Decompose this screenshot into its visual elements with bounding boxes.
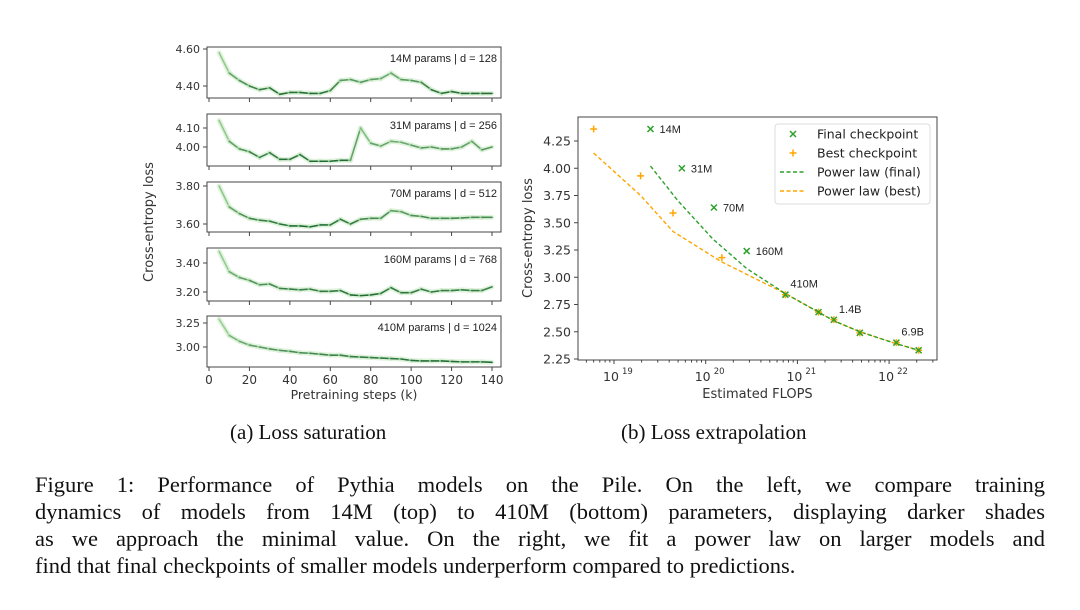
final-checkpoint-marker <box>789 130 797 138</box>
y-tick-label: 3.50 <box>543 215 571 230</box>
final-checkpoint-marker <box>646 125 655 133</box>
y-tick-label: 3.20 <box>176 286 201 299</box>
legend-label: Final checkpoint <box>817 127 918 142</box>
panel-label: 31M params | d = 256 <box>390 120 497 132</box>
x-axis-label: Estimated FLOPS <box>702 387 812 402</box>
series-segment <box>349 127 362 162</box>
series-segment <box>218 318 231 337</box>
power-law-line <box>593 152 919 351</box>
legend-label: Power law (final) <box>817 165 921 180</box>
y-tick-label: 4.60 <box>176 43 201 56</box>
point-label: 14M <box>659 124 680 136</box>
final-checkpoint-marker <box>815 308 823 316</box>
panel-frame <box>206 247 502 302</box>
x-tick-label: 120 <box>440 373 463 387</box>
x-tick-label: 10 <box>695 369 711 384</box>
final-checkpoint-marker <box>781 291 789 299</box>
series-segment <box>359 127 372 144</box>
y-axis-label: Cross-entropy loss <box>521 178 536 298</box>
legend-box <box>774 123 931 205</box>
y-tick-label: 2.25 <box>543 352 571 367</box>
caption-line: dynamics of models from 14M (top) to 410… <box>35 499 1045 524</box>
legend-label: Power law (best) <box>817 184 921 199</box>
plot-frame <box>577 116 938 361</box>
x-tick-label: 0 <box>205 373 213 387</box>
x-tick-exponent: 19 <box>622 367 633 377</box>
y-tick-label: 3.25 <box>176 317 201 330</box>
y-tick-label: 4.00 <box>543 161 571 176</box>
point-label: 70M <box>723 202 744 214</box>
series-segment <box>218 119 231 143</box>
final-checkpoint-marker <box>915 346 923 354</box>
final-checkpoint-marker <box>678 164 686 172</box>
x-tick-label: 140 <box>481 373 504 387</box>
best-checkpoint-marker <box>669 209 677 217</box>
panel-frame <box>206 315 502 368</box>
subcaption-b: (b) Loss extrapolation <box>621 420 807 444</box>
caption-line: as we approach the minimal value. On the… <box>35 526 1045 551</box>
series-segment <box>481 146 493 151</box>
y-tick-label: 3.25 <box>543 243 571 258</box>
panel-frame <box>206 46 502 99</box>
x-tick-label: 10 <box>878 369 894 384</box>
point-label: 6.9B <box>901 327 924 339</box>
y-tick-label: 4.40 <box>176 80 201 93</box>
point-label: 31M <box>691 163 712 175</box>
panel-label: 70M params | d = 512 <box>390 188 497 200</box>
point-label: 160M <box>756 246 784 258</box>
x-tick-exponent: 22 <box>897 367 908 377</box>
best-checkpoint-marker <box>718 254 726 262</box>
x-tick-label: 20 <box>242 373 257 387</box>
y-tick-label: 3.80 <box>176 180 201 193</box>
y-tick-label: 2.50 <box>543 324 571 339</box>
y-tick-label: 2.75 <box>543 297 571 312</box>
caption-line: Figure 1: Performance of Pythia models o… <box>35 472 1045 497</box>
series-segment <box>218 250 231 273</box>
x-tick-label: 100 <box>400 373 423 387</box>
final-checkpoint-marker <box>856 329 864 337</box>
y-axis-label: Cross-entropy loss <box>142 162 157 282</box>
best-checkpoint-marker <box>637 172 645 180</box>
y-tick-label: 3.75 <box>543 188 571 203</box>
final-checkpoint-marker <box>892 339 900 347</box>
legend-label: Best checkpoint <box>817 146 917 161</box>
best-checkpoint-marker <box>590 125 598 133</box>
x-tick-exponent: 20 <box>714 367 725 377</box>
y-tick-label: 4.00 <box>176 141 201 154</box>
x-tick-label: 10 <box>786 369 802 384</box>
panel-label: 14M params | d = 128 <box>390 53 497 65</box>
series-segment <box>218 51 231 74</box>
y-tick-label: 3.60 <box>176 218 201 231</box>
x-tick-label: 40 <box>282 373 297 387</box>
panel-label: 410M params | d = 1024 <box>378 322 497 334</box>
y-tick-label: 4.25 <box>543 134 571 149</box>
final-checkpoint-marker <box>743 247 751 255</box>
best-checkpoint-marker <box>789 149 797 157</box>
figure-caption: Figure 1: Performance of Pythia models o… <box>35 471 1045 579</box>
x-tick-label: 80 <box>363 373 378 387</box>
x-tick-exponent: 21 <box>805 367 816 377</box>
panel-frame <box>206 181 502 233</box>
subcaption-a: (a) Loss saturation <box>230 420 387 444</box>
final-checkpoint-marker <box>710 203 718 212</box>
y-tick-label: 3.40 <box>176 257 201 270</box>
series-segment <box>218 185 231 208</box>
x-tick-label: 10 <box>603 369 619 384</box>
point-label: 1.4B <box>839 304 862 316</box>
y-tick-label: 3.00 <box>543 270 571 285</box>
panel-label: 160M params | d = 768 <box>384 254 497 266</box>
point-label: 410M <box>790 279 818 291</box>
caption-line: find that final checkpoints of smaller m… <box>35 553 796 578</box>
x-axis-label: Pretraining steps (k) <box>291 387 418 402</box>
y-tick-label: 3.00 <box>176 341 201 354</box>
final-checkpoint-marker <box>830 316 838 324</box>
x-tick-label: 60 <box>323 373 338 387</box>
y-tick-label: 4.10 <box>176 122 201 135</box>
series-segment <box>481 286 493 292</box>
panel-frame <box>206 113 502 167</box>
